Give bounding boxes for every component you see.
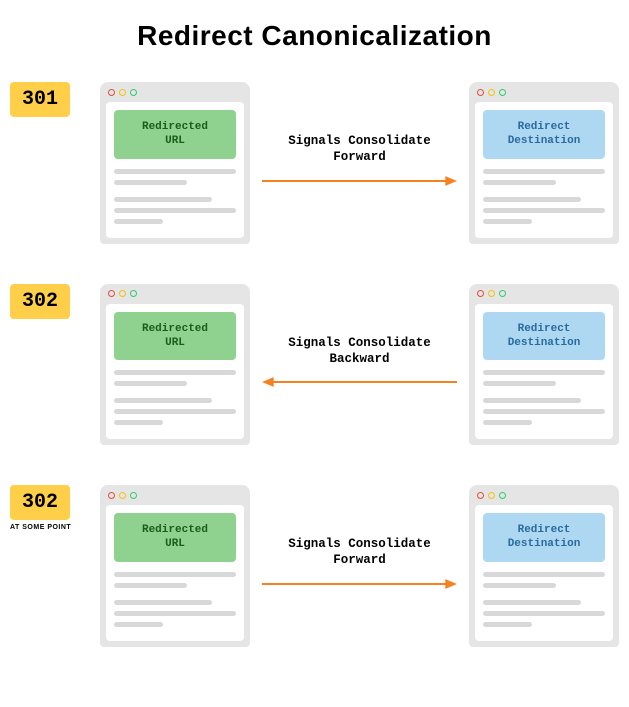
placeholder-line <box>114 370 236 375</box>
placeholder-line <box>114 572 236 577</box>
arrow-right-icon <box>262 174 457 188</box>
placeholder-line <box>483 370 605 375</box>
placeholder-line <box>114 197 212 202</box>
placeholder-line <box>483 611 605 616</box>
placeholder-line <box>114 583 187 588</box>
traffic-light-red-icon <box>477 89 484 96</box>
traffic-light-green-icon <box>130 89 137 96</box>
arrow-label: Signals ConsolidateForward <box>262 536 457 569</box>
placeholder-line <box>483 572 605 577</box>
browser-page: RedirectDestination <box>475 505 613 641</box>
browser-titlebar <box>100 82 250 102</box>
placeholder-line <box>114 219 163 224</box>
url-box-source: RedirectedURL <box>114 110 236 159</box>
browser-window-source: RedirectedURL <box>100 485 250 647</box>
placeholder-line <box>483 381 556 386</box>
traffic-light-green-icon <box>130 290 137 297</box>
traffic-light-red-icon <box>108 290 115 297</box>
url-box-source: RedirectedURL <box>114 513 236 562</box>
browser-titlebar <box>100 284 250 304</box>
placeholder-line <box>483 398 581 403</box>
traffic-light-green-icon <box>499 492 506 499</box>
browser-window-source: RedirectedURL <box>100 82 250 244</box>
status-code-sublabel: AT SOME POINT <box>10 524 100 531</box>
page-title: Redirect Canonicalization <box>10 20 619 52</box>
browser-window-destination: RedirectDestination <box>469 284 619 446</box>
traffic-light-yellow-icon <box>488 89 495 96</box>
arrow-column: Signals ConsolidateForward <box>258 536 461 596</box>
traffic-light-yellow-icon <box>119 492 126 499</box>
placeholder-line <box>483 409 605 414</box>
placeholder-line <box>114 381 187 386</box>
traffic-light-yellow-icon <box>119 290 126 297</box>
traffic-light-green-icon <box>499 290 506 297</box>
status-code-badge: 302 <box>10 485 70 520</box>
browser-titlebar <box>100 485 250 505</box>
placeholder-line <box>114 208 236 213</box>
placeholder-line <box>114 611 236 616</box>
traffic-light-yellow-icon <box>119 89 126 96</box>
arrow-label: Signals ConsolidateForward <box>262 133 457 166</box>
redirect-row-0: 301 RedirectedURL Signals Consolid <box>10 82 619 244</box>
browser-page: RedirectedURL <box>106 102 244 238</box>
browser-titlebar <box>469 284 619 304</box>
traffic-light-red-icon <box>477 290 484 297</box>
browser-titlebar <box>469 82 619 102</box>
placeholder-line <box>483 583 556 588</box>
status-code-badge: 302 <box>10 284 70 319</box>
placeholder-line <box>483 219 532 224</box>
browser-window-destination: RedirectDestination <box>469 485 619 647</box>
url-box-destination: RedirectDestination <box>483 312 605 361</box>
arrow-left-icon <box>262 375 457 389</box>
placeholder-line <box>114 420 163 425</box>
browser-page: RedirectDestination <box>475 102 613 238</box>
arrow-column: Signals ConsolidateBackward <box>258 335 461 395</box>
placeholder-line <box>483 420 532 425</box>
diagram-column: RedirectedURL Signals ConsolidateForward <box>100 485 619 647</box>
url-box-source: RedirectedURL <box>114 312 236 361</box>
traffic-light-yellow-icon <box>488 492 495 499</box>
browser-window-destination: RedirectDestination <box>469 82 619 244</box>
code-column: 301 <box>10 82 100 117</box>
browser-page: RedirectDestination <box>475 304 613 440</box>
placeholder-line <box>483 622 532 627</box>
browser-page: RedirectedURL <box>106 505 244 641</box>
traffic-light-red-icon <box>477 492 484 499</box>
placeholder-line <box>483 600 581 605</box>
placeholder-line <box>114 622 163 627</box>
placeholder-line <box>483 197 581 202</box>
arrow-label: Signals ConsolidateBackward <box>262 335 457 368</box>
url-box-destination: RedirectDestination <box>483 110 605 159</box>
placeholder-line <box>114 600 212 605</box>
placeholder-line <box>483 169 605 174</box>
browser-window-source: RedirectedURL <box>100 284 250 446</box>
code-column: 302 <box>10 284 100 319</box>
traffic-light-green-icon <box>130 492 137 499</box>
code-column: 302 AT SOME POINT <box>10 485 100 531</box>
redirect-row-2: 302 AT SOME POINT RedirectedURL Sig <box>10 485 619 647</box>
traffic-light-red-icon <box>108 89 115 96</box>
diagram-column: RedirectedURL Signals ConsolidateBackwar… <box>100 284 619 446</box>
redirect-row-1: 302 RedirectedURL Signals Consolid <box>10 284 619 446</box>
status-code-badge: 301 <box>10 82 70 117</box>
traffic-light-green-icon <box>499 89 506 96</box>
diagram-column: RedirectedURL Signals ConsolidateForward <box>100 82 619 244</box>
browser-page: RedirectedURL <box>106 304 244 440</box>
browser-titlebar <box>469 485 619 505</box>
arrow-right-icon <box>262 577 457 591</box>
placeholder-line <box>114 180 187 185</box>
placeholder-line <box>114 169 236 174</box>
placeholder-line <box>114 398 212 403</box>
placeholder-line <box>483 208 605 213</box>
traffic-light-yellow-icon <box>488 290 495 297</box>
arrow-column: Signals ConsolidateForward <box>258 133 461 193</box>
placeholder-line <box>483 180 556 185</box>
placeholder-line <box>114 409 236 414</box>
url-box-destination: RedirectDestination <box>483 513 605 562</box>
traffic-light-red-icon <box>108 492 115 499</box>
